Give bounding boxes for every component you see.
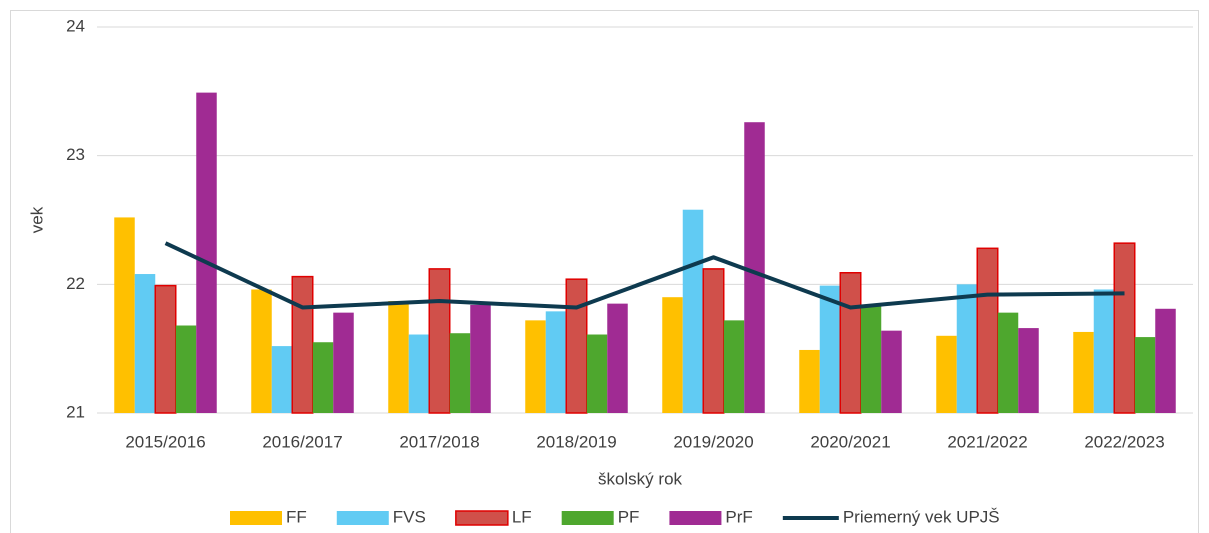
y-tick-label: 21 bbox=[66, 402, 85, 421]
bar bbox=[799, 349, 820, 413]
bar bbox=[1093, 289, 1115, 413]
x-axis-title: školský rok bbox=[598, 469, 683, 488]
bar bbox=[251, 289, 272, 413]
bar bbox=[312, 342, 334, 413]
legend-label: Priemerný vek UPJŠ bbox=[843, 507, 1000, 526]
bar bbox=[744, 122, 765, 414]
y-tick-label: 23 bbox=[66, 145, 85, 164]
legend-label: PrF bbox=[725, 507, 752, 526]
x-tick-label: 2022/2023 bbox=[1084, 432, 1164, 451]
chart-border bbox=[10, 10, 1199, 533]
bar bbox=[1155, 308, 1176, 413]
bar bbox=[271, 346, 293, 413]
bar bbox=[1073, 331, 1094, 413]
bar bbox=[1018, 328, 1039, 413]
y-axis-title: vek bbox=[27, 206, 46, 233]
bar bbox=[175, 325, 197, 413]
legend-label: PF bbox=[618, 507, 640, 526]
bar bbox=[936, 335, 957, 413]
bar bbox=[333, 312, 354, 413]
bar bbox=[408, 334, 430, 413]
bar bbox=[428, 268, 451, 414]
bar bbox=[1113, 242, 1136, 414]
bar bbox=[682, 209, 704, 413]
bar bbox=[154, 284, 177, 414]
y-tick-label: 22 bbox=[66, 274, 85, 293]
x-tick-label: 2020/2021 bbox=[810, 432, 890, 451]
legend-swatch bbox=[336, 511, 389, 525]
bar bbox=[545, 311, 567, 413]
bar bbox=[449, 333, 471, 413]
bar bbox=[881, 330, 902, 413]
line-series bbox=[164, 241, 1125, 310]
bar bbox=[839, 272, 862, 414]
x-tick-label: 2016/2017 bbox=[262, 432, 342, 451]
bar bbox=[819, 285, 841, 413]
bar bbox=[525, 320, 546, 413]
legend-label: LF bbox=[512, 507, 532, 526]
x-tick-label: 2021/2022 bbox=[947, 432, 1027, 451]
bar bbox=[388, 301, 409, 413]
bar bbox=[976, 247, 999, 414]
legend-swatch bbox=[230, 511, 282, 525]
legend-swatch bbox=[561, 511, 614, 525]
legend-swatch bbox=[669, 511, 722, 525]
bar bbox=[134, 274, 156, 413]
bar bbox=[586, 334, 608, 413]
bar bbox=[723, 320, 745, 413]
bar bbox=[860, 304, 882, 413]
bar bbox=[662, 297, 683, 413]
bar bbox=[470, 304, 491, 413]
bar bbox=[291, 275, 314, 414]
bar bbox=[997, 312, 1019, 413]
legend-swatch bbox=[455, 510, 509, 526]
legend-label: FVS bbox=[393, 507, 426, 526]
bar bbox=[956, 284, 978, 413]
bar bbox=[196, 92, 217, 414]
bar bbox=[565, 278, 588, 414]
bar bbox=[607, 303, 628, 413]
bar bbox=[702, 268, 725, 414]
bar bbox=[114, 217, 135, 413]
x-tick-label: 2019/2020 bbox=[673, 432, 753, 451]
y-tick-label: 24 bbox=[66, 16, 85, 35]
x-tick-label: 2018/2019 bbox=[536, 432, 616, 451]
x-tick-label: 2017/2018 bbox=[399, 432, 479, 451]
bar bbox=[1134, 337, 1156, 413]
legend-label: FF bbox=[286, 507, 307, 526]
x-tick-label: 2015/2016 bbox=[125, 432, 205, 451]
